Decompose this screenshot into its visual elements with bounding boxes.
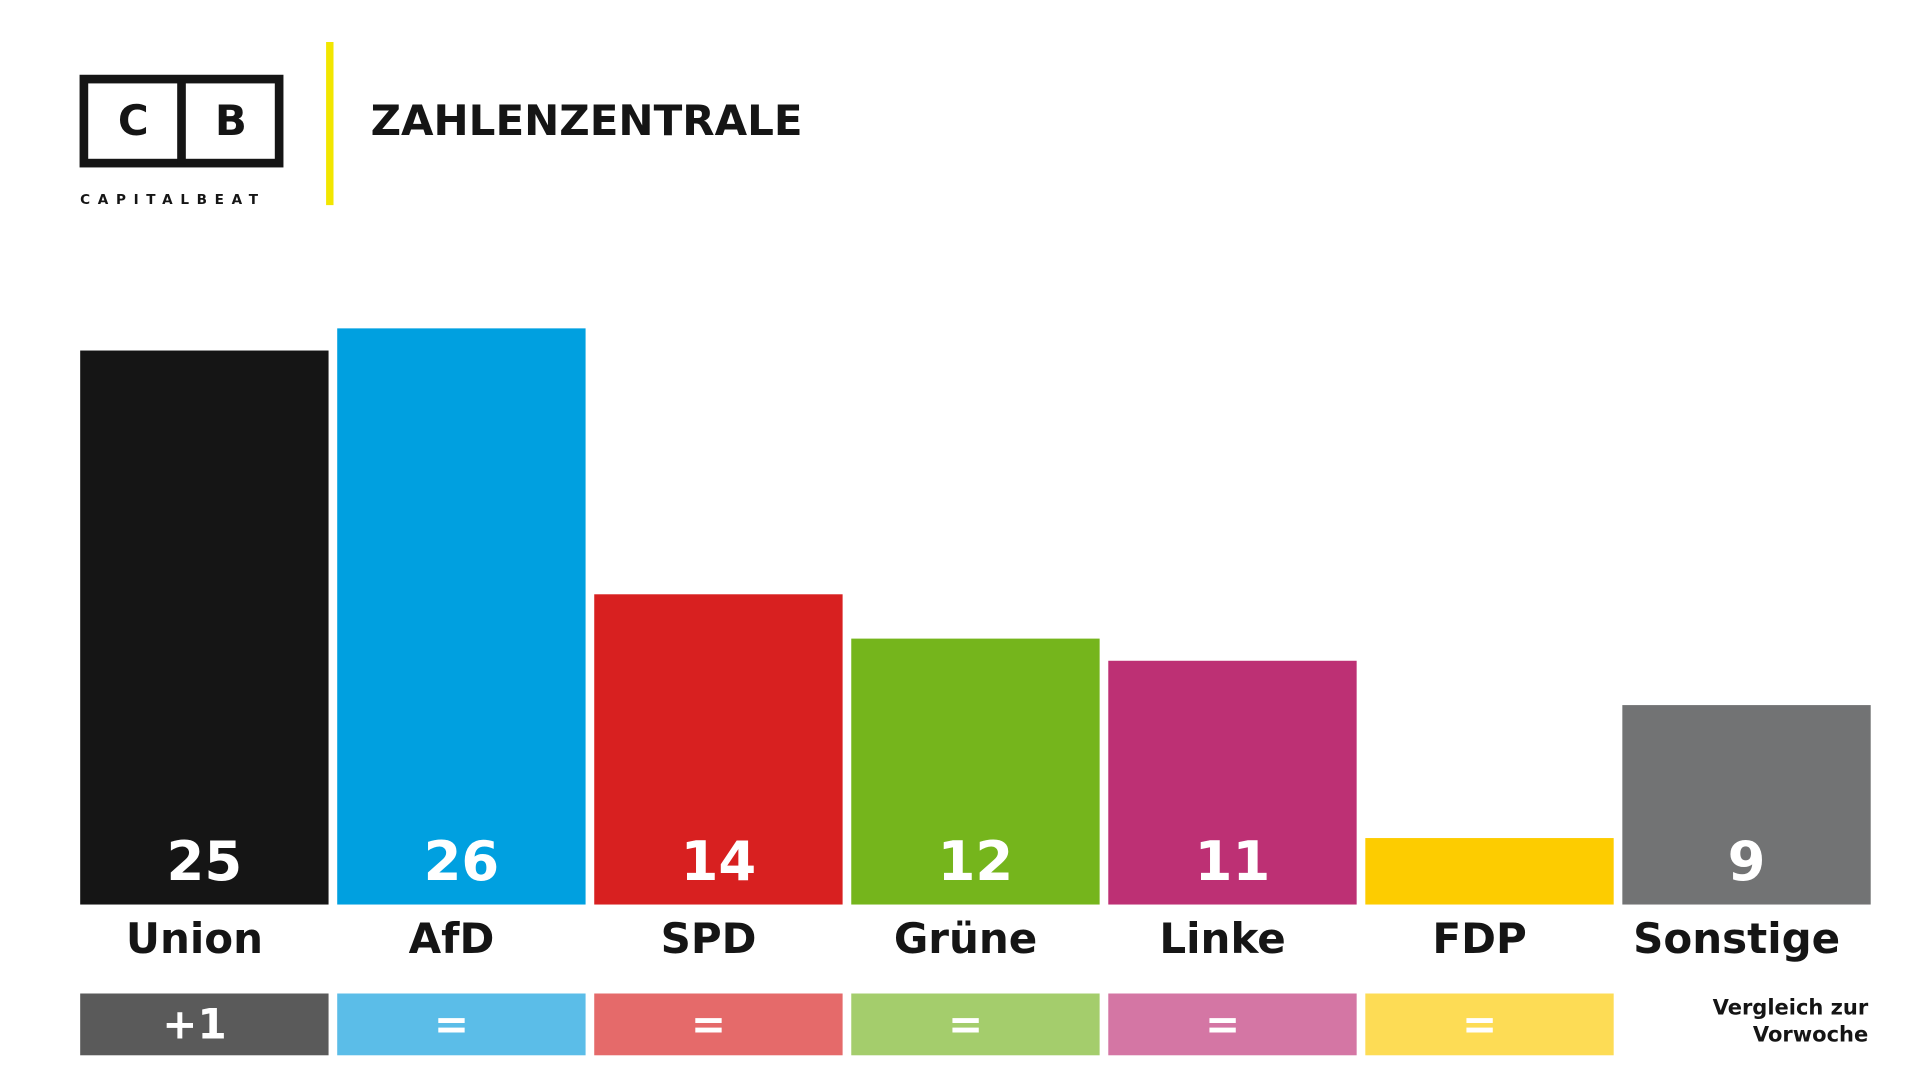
bar xyxy=(594,594,843,905)
change-label: = xyxy=(948,999,983,1048)
value-label: 11 xyxy=(1195,830,1271,893)
bar xyxy=(1622,705,1871,905)
category-label: Sonstige xyxy=(1633,914,1840,963)
change-box xyxy=(1108,993,1357,1056)
bar xyxy=(851,638,1100,905)
change-label: = xyxy=(434,999,469,1048)
bar xyxy=(1365,838,1614,905)
change-note: Vergleich zur xyxy=(1713,995,1869,1019)
category-label: SPD xyxy=(661,914,757,963)
change-box xyxy=(337,993,586,1056)
change-label: +1 xyxy=(162,999,226,1048)
logo-letter: C xyxy=(118,96,149,145)
change-box xyxy=(594,993,843,1056)
category-label: Grüne xyxy=(894,914,1037,963)
accent-line xyxy=(326,42,334,206)
value-label: 14 xyxy=(681,830,757,893)
bar xyxy=(1108,660,1357,905)
value-label: 26 xyxy=(424,830,500,893)
category-label: FDP xyxy=(1432,914,1526,963)
bar xyxy=(80,350,329,905)
change-box xyxy=(851,993,1100,1056)
value-label: 9 xyxy=(1728,830,1766,893)
bar xyxy=(337,328,586,905)
value-label: 12 xyxy=(938,830,1014,893)
change-note: Vorwoche xyxy=(1753,1023,1868,1047)
change-label: = xyxy=(1205,999,1240,1048)
change-box xyxy=(1365,993,1614,1056)
change-box xyxy=(80,993,329,1056)
value-label: 25 xyxy=(167,830,243,893)
change-label: = xyxy=(1462,999,1497,1048)
logo-letter: B xyxy=(215,96,247,145)
brand: CAPITALBEAT xyxy=(80,192,265,208)
change-label: = xyxy=(691,999,726,1048)
category-label: AfD xyxy=(409,914,495,963)
category-label: Union xyxy=(126,914,263,963)
category-label: Linke xyxy=(1159,914,1285,963)
page-title: ZAHLENZENTRALE xyxy=(371,96,803,145)
